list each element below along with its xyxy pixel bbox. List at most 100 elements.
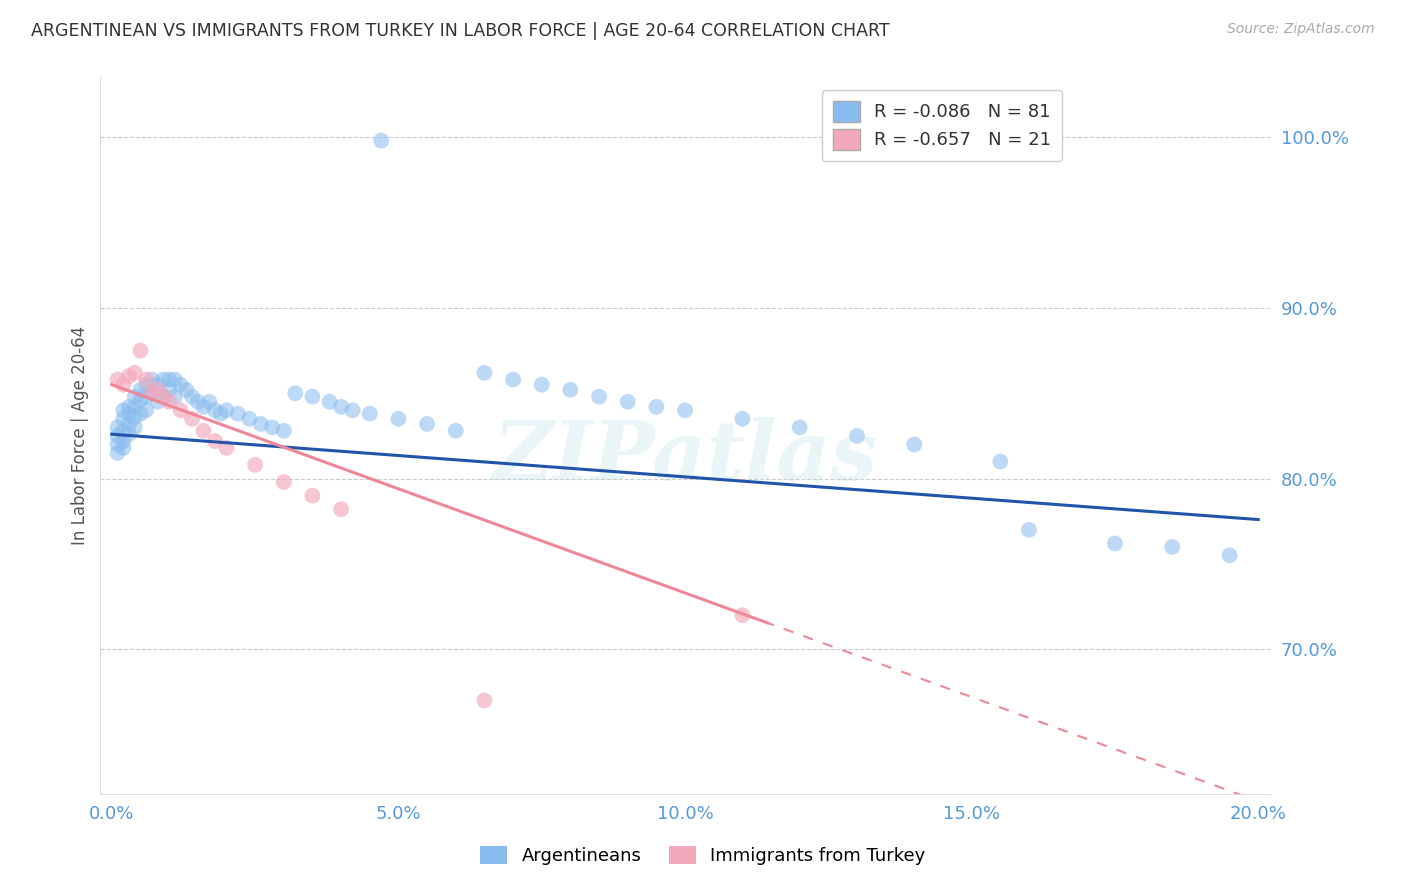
Point: [152, 373, 174, 387]
Point: [146, 383, 169, 397]
Point: [129, 407, 152, 421]
Point: [118, 400, 141, 414]
Point: [112, 377, 135, 392]
Point: [112, 424, 135, 438]
Point: [135, 373, 157, 387]
Point: [731, 412, 754, 426]
Point: [181, 390, 204, 404]
Point: [273, 475, 295, 489]
Point: [502, 373, 524, 387]
Legend: Argentineans, Immigrants from Turkey: Argentineans, Immigrants from Turkey: [474, 838, 932, 872]
Point: [1161, 540, 1184, 554]
Point: [416, 417, 439, 431]
Point: [215, 441, 238, 455]
Point: [342, 403, 364, 417]
Point: [135, 390, 157, 404]
Point: [530, 377, 553, 392]
Point: [157, 394, 180, 409]
Point: [163, 390, 186, 404]
Point: [318, 394, 340, 409]
Point: [107, 446, 129, 460]
Point: [141, 386, 163, 401]
Point: [157, 383, 180, 397]
Point: [193, 424, 215, 438]
Point: [112, 412, 135, 426]
Point: [1104, 536, 1126, 550]
Point: [330, 400, 353, 414]
Point: [118, 417, 141, 431]
Point: [107, 437, 129, 451]
Point: [193, 400, 215, 414]
Point: [301, 489, 323, 503]
Text: ZIPatlas: ZIPatlas: [492, 417, 877, 498]
Point: [262, 420, 284, 434]
Point: [176, 383, 198, 397]
Point: [731, 608, 754, 623]
Point: [301, 390, 323, 404]
Point: [146, 394, 169, 409]
Point: [903, 437, 925, 451]
Point: [474, 693, 496, 707]
Point: [124, 420, 146, 434]
Point: [250, 417, 273, 431]
Point: [238, 412, 260, 426]
Point: [129, 383, 152, 397]
Point: [330, 502, 353, 516]
Point: [243, 458, 266, 472]
Point: [645, 400, 668, 414]
Point: [112, 441, 135, 455]
Point: [129, 392, 152, 407]
Point: [474, 366, 496, 380]
Point: [129, 343, 152, 358]
Point: [387, 412, 409, 426]
Point: [616, 394, 638, 409]
Point: [359, 407, 381, 421]
Point: [988, 454, 1011, 468]
Point: [187, 394, 209, 409]
Point: [204, 434, 226, 448]
Point: [209, 407, 232, 421]
Point: [846, 429, 869, 443]
Point: [124, 390, 146, 404]
Point: [284, 386, 307, 401]
Point: [370, 134, 392, 148]
Point: [1018, 523, 1040, 537]
Point: [226, 407, 249, 421]
Point: [124, 400, 146, 414]
Point: [215, 403, 238, 417]
Point: [588, 390, 610, 404]
Point: [112, 403, 135, 417]
Point: [204, 403, 226, 417]
Point: [198, 394, 221, 409]
Point: [163, 373, 186, 387]
Point: [673, 403, 696, 417]
Point: [124, 410, 146, 425]
Point: [169, 377, 191, 392]
Point: [118, 427, 141, 442]
Text: ARGENTINEAN VS IMMIGRANTS FROM TURKEY IN LABOR FORCE | AGE 20-64 CORRELATION CHA: ARGENTINEAN VS IMMIGRANTS FROM TURKEY IN…: [31, 22, 890, 40]
Point: [107, 420, 129, 434]
Text: Source: ZipAtlas.com: Source: ZipAtlas.com: [1227, 22, 1375, 37]
Point: [124, 366, 146, 380]
Point: [146, 377, 169, 392]
Point: [118, 369, 141, 384]
Point: [169, 403, 191, 417]
Point: [135, 377, 157, 392]
Point: [141, 386, 163, 401]
Point: [157, 373, 180, 387]
Point: [181, 412, 204, 426]
Point: [1219, 549, 1241, 563]
Legend: R = -0.086   N = 81, R = -0.657   N = 21: R = -0.086 N = 81, R = -0.657 N = 21: [821, 90, 1062, 161]
Point: [152, 390, 174, 404]
Y-axis label: In Labor Force | Age 20-64: In Labor Force | Age 20-64: [72, 326, 89, 546]
Point: [141, 373, 163, 387]
Point: [118, 407, 141, 421]
Point: [560, 383, 582, 397]
Point: [444, 424, 467, 438]
Point: [112, 434, 135, 448]
Point: [152, 390, 174, 404]
Point: [135, 403, 157, 417]
Point: [107, 373, 129, 387]
Point: [273, 424, 295, 438]
Point: [107, 429, 129, 443]
